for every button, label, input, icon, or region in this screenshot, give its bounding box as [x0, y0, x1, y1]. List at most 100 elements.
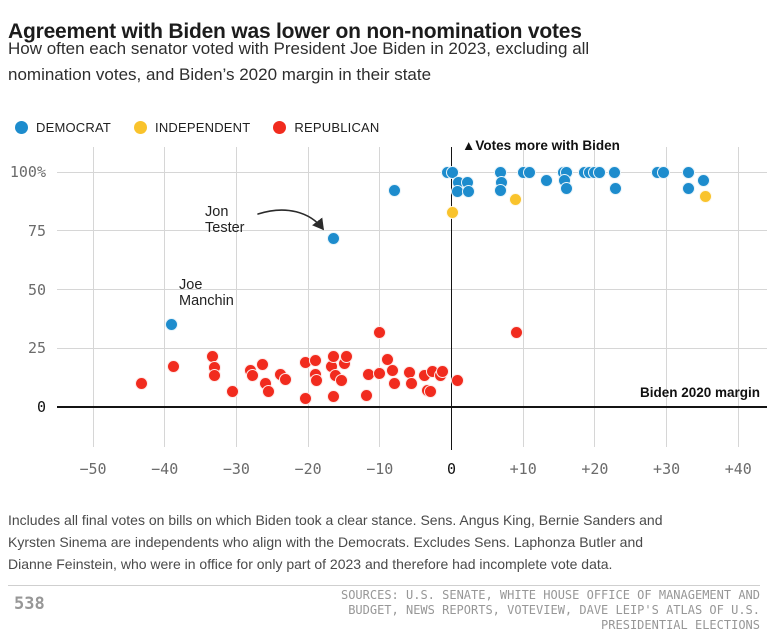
data-point-republican	[335, 374, 349, 388]
footnote-line-3: Dianne Feinstein, who were in office for…	[8, 556, 613, 572]
brand-538-logo: 538	[14, 594, 45, 614]
data-point-democrat	[592, 165, 606, 179]
sources-credit: SOURCES: U.S. SENATE, WHITE HOUSE OFFICE…	[341, 588, 760, 633]
data-point-democrat	[523, 165, 537, 179]
votes-more-label: Votes more with Biden	[475, 138, 620, 153]
data-point-democrat	[609, 182, 623, 196]
legend-item-democrat: DEMOCRAT	[15, 120, 111, 135]
y-gridline	[57, 171, 767, 173]
y-gridline	[57, 289, 767, 290]
x-gridline	[594, 147, 596, 447]
data-point-republican	[327, 350, 341, 364]
sources-line-3: PRESIDENTIAL ELECTIONS	[601, 618, 760, 632]
legend-item-independent: INDEPENDENT	[134, 120, 250, 135]
x-tick-label: +40	[724, 460, 752, 478]
footnote-line-1: Includes all final votes on bills on whi…	[8, 512, 663, 528]
data-point-republican	[404, 376, 418, 390]
x-tick-label: −10	[366, 460, 394, 478]
x-tick-label: +20	[581, 460, 609, 478]
x-gridline	[379, 147, 381, 447]
subtitle-line-1: How often each senator voted with Presid…	[8, 39, 590, 58]
data-point-republican	[308, 354, 322, 368]
independent-swatch-icon	[134, 121, 148, 134]
page-title: Agreement with Biden was lower on non-no…	[8, 20, 582, 44]
data-point-republican	[387, 376, 401, 390]
votes-more-annotation: ▲Votes more with Biden	[462, 138, 620, 153]
y-tick-label: 75	[27, 221, 46, 240]
data-point-republican	[134, 376, 148, 390]
x-gridline	[164, 147, 166, 447]
data-point-republican	[509, 325, 523, 339]
data-point-republican	[225, 384, 239, 398]
data-point-republican	[310, 374, 324, 388]
triangle-up-icon: ▲	[462, 138, 476, 153]
data-point-democrat	[462, 184, 476, 198]
legend-item-label: INDEPENDENT	[155, 120, 251, 135]
data-point-independent	[508, 192, 522, 206]
data-point-republican	[208, 369, 222, 383]
legend-item-label: REPUBLICAN	[294, 120, 380, 135]
data-point-democrat	[697, 174, 711, 188]
data-point-democrat	[494, 183, 508, 197]
data-point-republican	[450, 374, 464, 388]
x-gridline	[737, 147, 739, 447]
sources-line-2: BUDGET, NEWS REPORTS, VOTEVIEW, DAVE LEI…	[348, 603, 760, 617]
data-point-democrat	[165, 317, 179, 331]
annotation-joe-manchin-line2: Manchin	[179, 293, 234, 309]
data-point-democrat	[387, 183, 401, 197]
x-tick-label: +10	[509, 460, 537, 478]
chart-legend: DEMOCRAT INDEPENDENT REPUBLICAN	[15, 120, 380, 135]
data-point-republican	[386, 363, 400, 377]
data-point-democrat	[656, 165, 670, 179]
x-gridline	[522, 147, 524, 447]
data-point-republican	[372, 367, 386, 381]
footer-divider	[8, 585, 760, 586]
republican-swatch-icon	[273, 121, 287, 134]
data-point-republican	[256, 358, 270, 372]
data-point-independent	[698, 190, 712, 204]
data-point-democrat	[682, 182, 696, 196]
y-tick-label: 25	[27, 339, 46, 358]
annotation-jon-tester-line1: Jon	[205, 204, 229, 220]
zero-margin-line	[450, 147, 453, 450]
y-gridline	[57, 230, 767, 232]
data-point-democrat	[540, 174, 554, 188]
data-point-republican	[340, 349, 354, 363]
legend-item-label: DEMOCRAT	[36, 120, 112, 135]
data-point-democrat	[682, 165, 696, 179]
tester-annotation-arrow	[257, 209, 324, 231]
legend-item-republican: REPUBLICAN	[273, 120, 379, 135]
data-point-republican	[372, 325, 386, 339]
data-point-independent	[446, 206, 460, 220]
data-point-democrat	[326, 232, 340, 246]
x-tick-label: 0	[446, 460, 457, 478]
y-gridline	[57, 347, 767, 349]
y-tick-label: 0	[36, 398, 46, 416]
data-point-republican	[424, 384, 438, 398]
data-point-democrat	[559, 182, 573, 196]
x-tick-label: −40	[151, 460, 179, 478]
x-tick-label: −20	[294, 460, 322, 478]
annotation-jon-tester: Jon Tester	[205, 204, 245, 236]
data-point-republican	[435, 365, 449, 379]
x-gridline	[92, 147, 94, 447]
data-point-republican	[246, 369, 260, 383]
data-point-republican	[360, 388, 374, 402]
democrat-swatch-icon	[15, 121, 28, 134]
data-point-democrat	[608, 165, 622, 179]
x-gridline	[235, 147, 237, 447]
annotation-jon-tester-line2: Tester	[205, 220, 245, 236]
x-axis-baseline	[57, 406, 767, 408]
chart-footnote: Includes all final votes on bills on whi…	[8, 509, 663, 575]
x-tick-label: +30	[653, 460, 681, 478]
subtitle-line-2: nomination votes, and Biden’s 2020 margi…	[8, 65, 432, 84]
sources-line-1: SOURCES: U.S. SENATE, WHITE HOUSE OFFICE…	[340, 588, 760, 602]
data-point-republican	[278, 372, 292, 386]
data-point-republican	[299, 391, 313, 405]
x-axis-title: Biden 2020 margin	[639, 385, 760, 400]
y-tick-label: 100%	[9, 163, 46, 181]
annotation-joe-manchin: Joe Manchin	[179, 277, 234, 309]
footnote-line-2: Kyrsten Sinema are independents who alig…	[8, 534, 644, 550]
